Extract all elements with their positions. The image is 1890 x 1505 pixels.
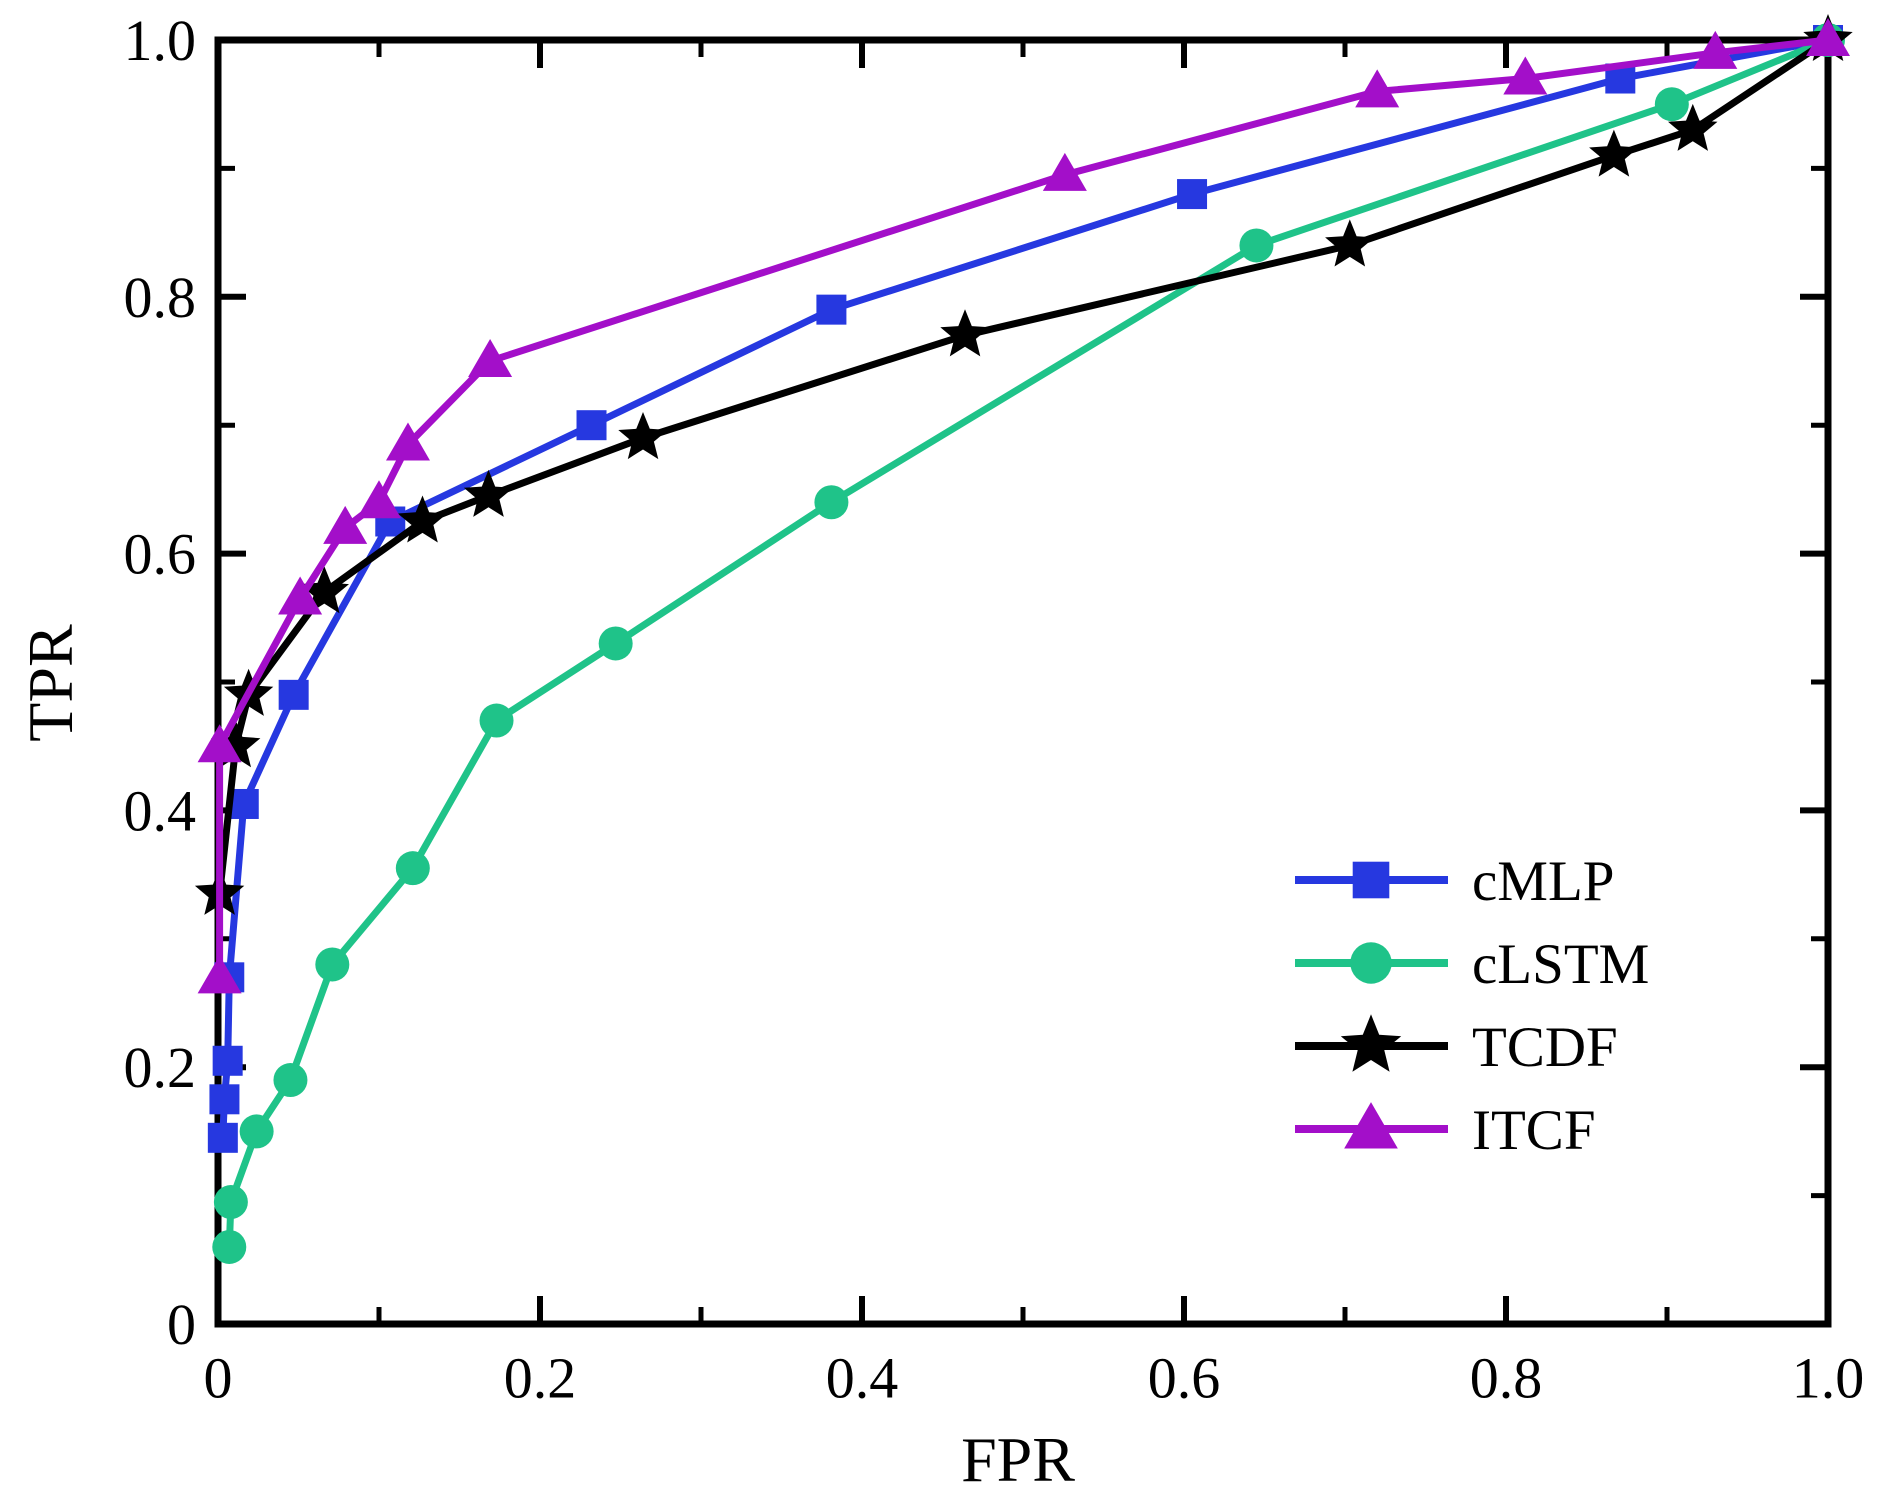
data-point-ITCF (197, 955, 242, 994)
legend-label-TCDF: TCDF (1472, 1016, 1618, 1079)
data-point-ITCF (323, 505, 368, 544)
legend-label-cLSTM: cLSTM (1472, 933, 1649, 996)
data-point-TCDF (940, 309, 990, 357)
data-point-cMLP (576, 410, 607, 441)
x-tick-label: 0.2 (504, 1346, 577, 1411)
data-point-cMLP (207, 1122, 238, 1153)
x-tick-label: 1.0 (1792, 1346, 1865, 1411)
data-point-TCDF (299, 566, 349, 614)
y-axis-title: TPR (15, 624, 86, 742)
legend-item-cLSTM: cLSTM (1295, 933, 1649, 996)
legend-label-cMLP: cMLP (1472, 850, 1615, 913)
y-tick-label: 1.0 (124, 8, 197, 73)
data-point-cMLP (278, 679, 309, 710)
data-point-cLSTM (395, 851, 430, 886)
legend-marker-ITCF (1344, 1102, 1398, 1149)
legend-label-ITCF: ITCF (1472, 1099, 1596, 1162)
data-point-cMLP (209, 1084, 240, 1115)
data-point-TCDF (211, 720, 261, 768)
plot-area: 0 0.2 0.4 0.6 0.8 1.0 0 0.2 0.4 0.6 0.8 1.0 (124, 8, 1865, 1411)
data-point-ITCF (468, 339, 513, 377)
y-tick-label: 0.4 (124, 778, 197, 843)
data-point-cLSTM (479, 703, 514, 738)
data-point-cMLP (1177, 179, 1208, 210)
series-ITCF (197, 18, 1850, 994)
data-point-ITCF (1693, 30, 1738, 69)
data-point-ITCF (278, 576, 323, 615)
data-point-TCDF (463, 469, 514, 517)
x-tick-label: 0.8 (1470, 1346, 1543, 1411)
legend: cMLP cLSTM TCDF ITCF (1295, 850, 1649, 1162)
data-point-cLSTM (239, 1114, 274, 1149)
data-point-cLSTM (814, 485, 849, 520)
data-point-ITCF (1042, 152, 1087, 191)
data-point-TCDF (397, 495, 448, 543)
data-point-ITCF (1355, 69, 1400, 108)
series-line-TCDF (216, 36, 1832, 898)
y-tick-label: 0.6 (124, 522, 197, 587)
series-layer (194, 14, 1853, 1264)
data-point-cLSTM (273, 1063, 308, 1098)
x-axis-title: FPR (961, 1424, 1075, 1495)
data-point-TCDF (1325, 219, 1375, 267)
data-point-ITCF (1503, 56, 1548, 95)
y-tick-label: 0.8 (124, 265, 197, 330)
data-point-cLSTM (1654, 87, 1689, 122)
legend-marker-cLSTM (1350, 942, 1392, 984)
data-point-cLSTM (212, 1229, 247, 1264)
data-point-cLSTM (1239, 228, 1274, 263)
series-TCDF (194, 14, 1853, 915)
legend-item-cMLP: cMLP (1295, 850, 1615, 913)
data-point-cLSTM (315, 947, 350, 982)
data-point-ITCF (1806, 18, 1850, 56)
data-point-cMLP (212, 1045, 243, 1076)
y-tick-label: 0.2 (124, 1035, 197, 1100)
series-line-ITCF (216, 36, 1832, 981)
data-point-TCDF (1668, 103, 1718, 151)
legend-item-TCDF: TCDF (1295, 1014, 1618, 1079)
data-point-ITCF (357, 480, 401, 519)
legend-item-ITCF: ITCF (1295, 1099, 1596, 1162)
x-tick-label: 0.4 (826, 1346, 899, 1411)
legend-marker-cMLP (1352, 861, 1390, 899)
data-point-TCDF (618, 412, 668, 460)
x-tick-label: 0 (204, 1346, 233, 1411)
data-point-ITCF (197, 724, 242, 763)
legend-marker-TCDF (1340, 1014, 1402, 1072)
data-point-TCDF (1589, 129, 1639, 177)
x-tick-label: 0.6 (1148, 1346, 1221, 1411)
data-point-cMLP (816, 294, 847, 325)
data-point-ITCF (385, 422, 430, 461)
data-point-cLSTM (598, 626, 633, 661)
y-tick-label: 0 (167, 1292, 196, 1357)
data-point-cLSTM (213, 1185, 248, 1220)
